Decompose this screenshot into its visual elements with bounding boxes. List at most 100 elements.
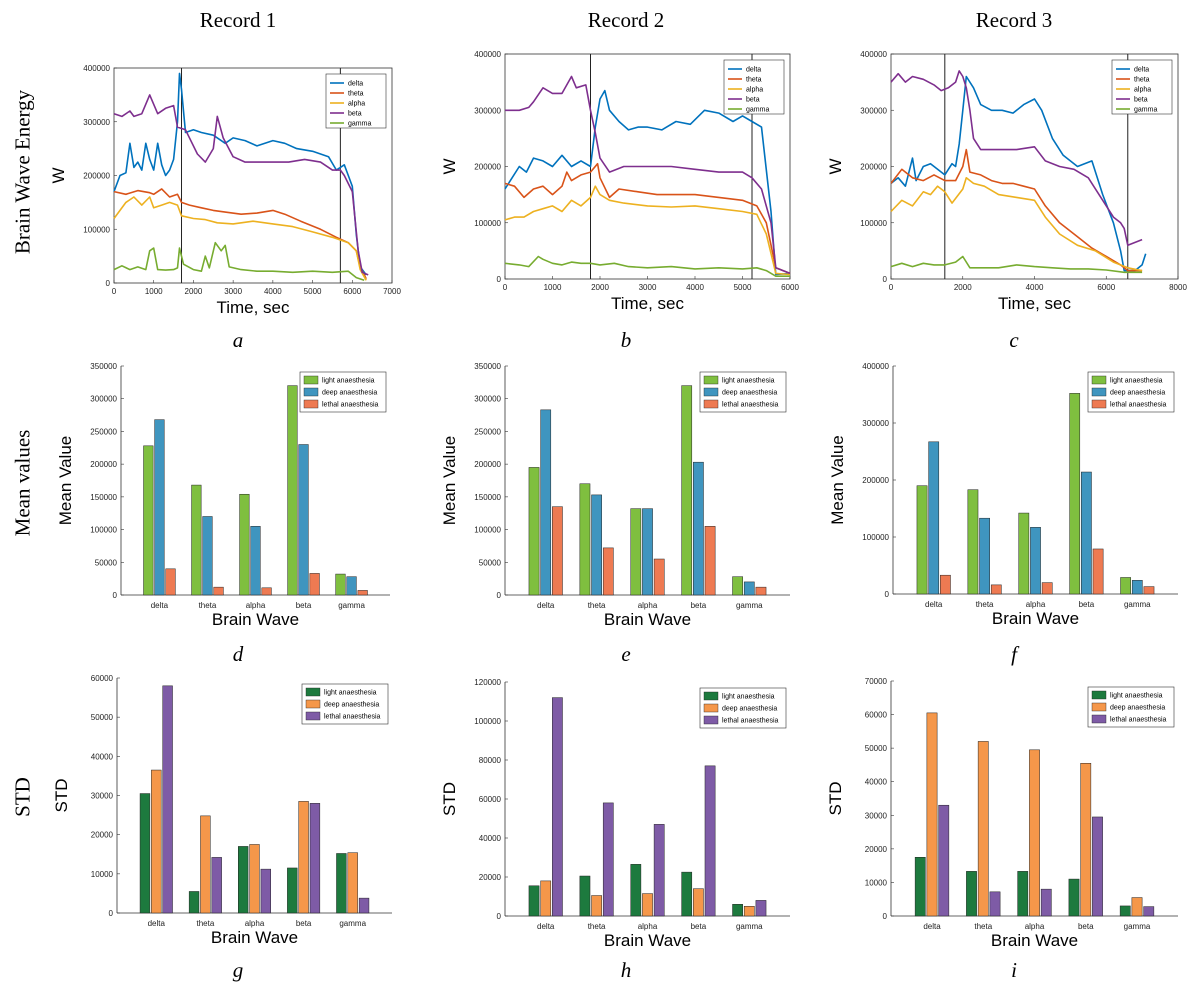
bar-alpha-1	[642, 508, 653, 596]
x-tick-label: 3000	[224, 287, 242, 296]
bar-gamma-2	[358, 897, 370, 914]
y-tick-label: 200000	[90, 460, 117, 469]
y-tick-label: 60000	[91, 674, 114, 683]
bar-alpha-0	[238, 846, 249, 914]
bar-delta-2	[938, 804, 950, 917]
y-axis-label: STD	[826, 782, 845, 816]
y-tick-label: 0	[885, 590, 890, 599]
bar-theta-1	[977, 741, 989, 917]
bar-delta-0	[528, 467, 540, 596]
series-line-alpha	[113, 196, 367, 281]
bar-delta-0	[143, 445, 154, 596]
y-tick-label: 20000	[865, 845, 888, 854]
x-category-label: gamma	[339, 919, 366, 928]
y-tick-label: 0	[883, 912, 888, 921]
y-tick-label: 200000	[474, 163, 501, 172]
y-tick-label: 350000	[474, 362, 501, 371]
y-tick-label: 100000	[90, 526, 117, 535]
legend-swatch	[303, 399, 319, 409]
chart-b: 0 100000 200000 300000 400000 W Time, sec 0 1000…	[440, 50, 799, 313]
y-tick-label: 350000	[90, 362, 117, 371]
bar-beta-1	[693, 888, 704, 917]
bar-delta-0	[916, 485, 928, 595]
x-category-label: theta	[196, 919, 214, 928]
legend-label: light anaesthesia	[322, 378, 375, 385]
x-category-label: delta	[537, 922, 555, 931]
legend-label: lethal anaesthesia	[324, 714, 381, 721]
bar-gamma-1	[1131, 580, 1143, 595]
y-tick-label: 100000	[474, 219, 501, 228]
y-tick-label: 250000	[90, 427, 117, 436]
x-tick-label: 6000	[1097, 283, 1115, 292]
series-line-gamma	[890, 255, 1143, 274]
bar-delta-1	[154, 419, 165, 596]
y-tick-label: 0	[497, 275, 502, 284]
legend-swatch	[1091, 375, 1107, 385]
y-axis-label: Mean Value	[56, 436, 75, 525]
bar-beta-2	[309, 803, 321, 914]
bar-alpha-0	[630, 864, 642, 917]
x-axis-label: Brain Wave	[212, 610, 299, 629]
y-tick-label: 100000	[474, 717, 501, 726]
chart-h: 0 20000 40000 60000 80000 100000 120000 STD Brai…	[440, 678, 790, 950]
x-category-label: theta	[976, 600, 994, 609]
legend-label: lethal anaesthesia	[1110, 402, 1167, 409]
y-tick-label: 0	[883, 275, 888, 284]
bar-gamma-0	[335, 573, 346, 596]
x-tick-label: 7000	[383, 287, 401, 296]
legend-label-delta: delta	[348, 81, 363, 88]
bar-beta-1	[298, 801, 309, 914]
bar-delta-1	[928, 441, 940, 595]
legend-swatch	[1091, 714, 1107, 724]
y-tick-label: 300000	[862, 419, 889, 428]
x-axis-label: Time, sec	[998, 294, 1072, 313]
bar-gamma-0	[1119, 905, 1131, 917]
y-tick-label: 30000	[91, 792, 114, 801]
bar-gamma-2	[357, 590, 368, 596]
y-tick-label: 40000	[91, 752, 114, 761]
y-tick-label: 0	[113, 591, 118, 600]
x-tick-label: 4000	[686, 283, 704, 292]
legend-label: deep anaesthesia	[722, 390, 777, 397]
legend-label: deep anaesthesia	[1110, 705, 1165, 712]
x-category-label: theta	[974, 922, 992, 931]
x-category-label: delta	[925, 600, 943, 609]
bar-delta-2	[552, 506, 563, 596]
bar-alpha-2	[261, 587, 272, 596]
series-line-beta	[113, 94, 369, 276]
bar-alpha-1	[642, 893, 653, 917]
panel-letter-h: h	[620, 958, 632, 982]
bar-alpha-2	[1040, 888, 1052, 917]
chart-a: 0 100000 200000 300000 400000 W Time, sec 0 1000…	[49, 64, 401, 317]
legend-swatch	[1091, 387, 1107, 397]
bar-alpha-2	[653, 558, 665, 596]
bar-alpha-0	[1017, 871, 1029, 917]
legend-label: lethal anaesthesia	[1110, 717, 1167, 724]
x-category-label: alpha	[1026, 600, 1046, 609]
y-tick-label: 40000	[865, 778, 888, 787]
legend-label-gamma: gamma	[348, 121, 371, 128]
bar-theta-1	[979, 517, 990, 595]
bar-delta-2	[940, 574, 951, 595]
y-tick-label: 0	[497, 591, 502, 600]
x-category-label: delta	[537, 601, 555, 610]
x-category-label: gamma	[736, 601, 763, 610]
x-tick-label: 0	[889, 283, 894, 292]
bar-theta-1	[200, 815, 211, 914]
legend-label-beta: beta	[1134, 97, 1148, 104]
x-category-label: alpha	[246, 601, 266, 610]
legend-swatch	[305, 687, 321, 697]
y-tick-label: 0	[109, 909, 114, 918]
bar-beta-0	[681, 871, 693, 917]
bar-theta-2	[602, 802, 614, 917]
bar-delta-1	[540, 880, 552, 917]
y-axis-label: STD	[52, 779, 71, 813]
legend-label-alpha: alpha	[1134, 87, 1151, 94]
panel-letter-b: b	[620, 328, 632, 352]
chart-c: 0 100000 200000 300000 400000 W Time, sec 0 2000…	[826, 50, 1187, 313]
x-category-label: alpha	[1025, 922, 1045, 931]
bar-beta-0	[287, 385, 298, 596]
legend-swatch	[703, 703, 719, 713]
x-tick-label: 6000	[343, 287, 361, 296]
